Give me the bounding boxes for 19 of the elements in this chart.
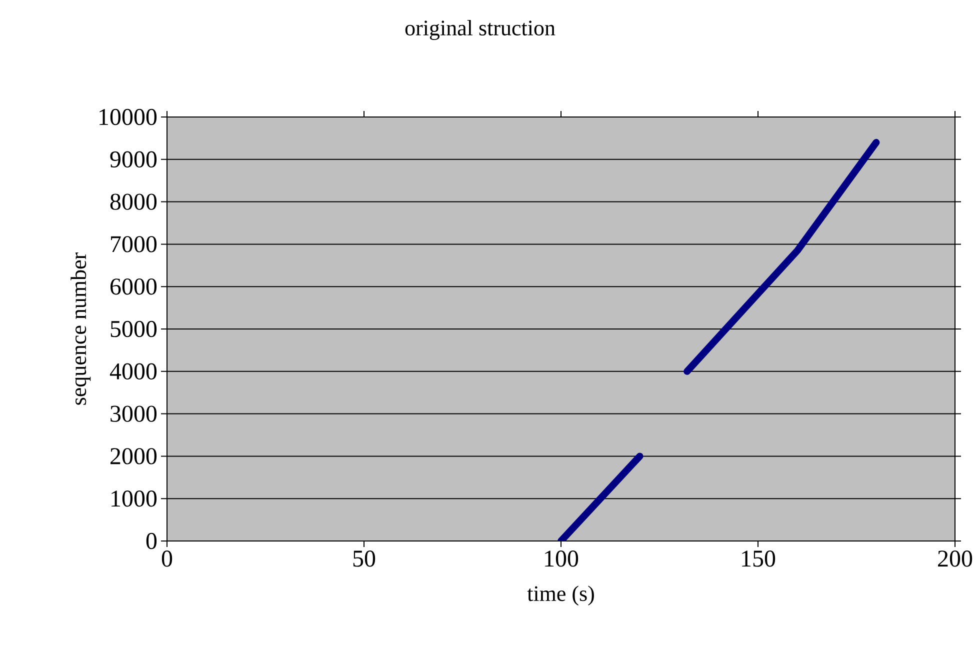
y-tick-label: 7000 bbox=[111, 236, 157, 252]
x-tick-label: 100 bbox=[545, 550, 578, 567]
chart-title: original struction bbox=[405, 20, 556, 40]
x-tick-label: 150 bbox=[742, 550, 776, 567]
y-tick-label: 4000 bbox=[110, 363, 157, 380]
y-tick-label: 1000 bbox=[112, 490, 157, 507]
y-axis-title: sequence number bbox=[70, 252, 91, 405]
x-axis-title: time (s) bbox=[527, 586, 594, 606]
x-tick-label: 0 bbox=[162, 550, 172, 567]
x-tick-label: 50 bbox=[353, 550, 376, 567]
y-tick-label: 6000 bbox=[110, 278, 157, 295]
y-tick-label: 9000 bbox=[110, 151, 157, 168]
y-tick-label: 8000 bbox=[110, 194, 157, 210]
y-tick-label: 0 bbox=[146, 532, 157, 550]
y-tick-label: 2000 bbox=[110, 448, 157, 464]
x-tick-label: 200 bbox=[938, 550, 972, 567]
y-tick-label: 5000 bbox=[110, 320, 157, 338]
y-tick-label: 3000 bbox=[110, 406, 157, 422]
y-tick-label: 10000 bbox=[100, 108, 157, 126]
